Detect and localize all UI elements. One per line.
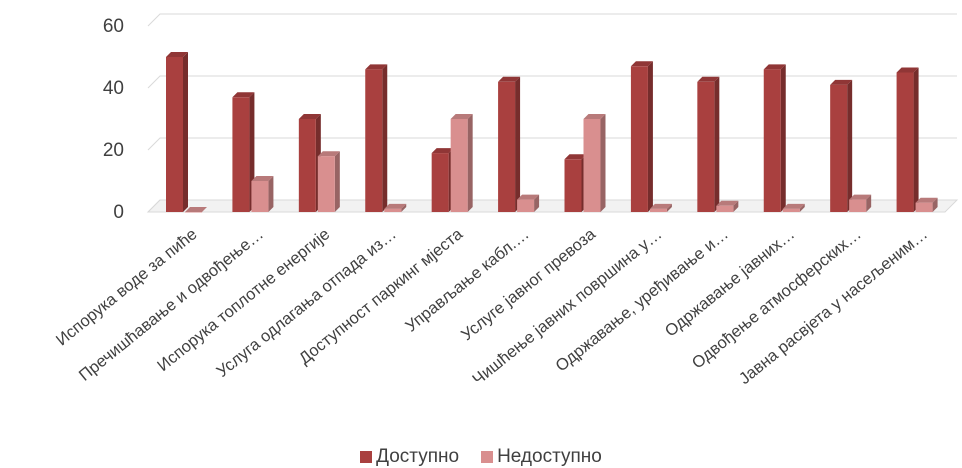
bar-top bbox=[185, 207, 207, 212]
bar-unavailable bbox=[317, 156, 335, 212]
bar-side bbox=[515, 76, 521, 212]
y-tick-label: 40 bbox=[103, 78, 124, 99]
bar-side bbox=[714, 76, 720, 212]
legend-item-available: Доступно bbox=[360, 446, 459, 468]
bar-available bbox=[630, 66, 648, 212]
bar-top bbox=[697, 76, 720, 82]
bar-side bbox=[401, 203, 407, 212]
bar-side bbox=[268, 176, 274, 212]
bar-side bbox=[932, 197, 938, 212]
bar-unavailable bbox=[251, 181, 269, 212]
legend-item-unavailable: Недоступно bbox=[481, 446, 602, 468]
bar-side bbox=[647, 61, 653, 212]
bar-side bbox=[467, 114, 473, 212]
bar-top bbox=[251, 176, 274, 181]
bar-top bbox=[782, 203, 805, 209]
gridline bbox=[147, 75, 957, 89]
bar-top bbox=[763, 64, 786, 70]
bar-available bbox=[498, 81, 516, 212]
x-tick-label: Управљање кабл.… bbox=[402, 225, 532, 335]
bar-side bbox=[799, 203, 805, 212]
bar-available bbox=[298, 119, 316, 212]
bar-unavailable bbox=[517, 199, 535, 212]
bar-top bbox=[896, 67, 919, 73]
bar-top bbox=[830, 79, 853, 85]
bar-side bbox=[600, 114, 606, 212]
bar-available bbox=[564, 159, 582, 212]
bar-top bbox=[849, 194, 872, 200]
bar-available bbox=[763, 69, 781, 213]
legend-swatch-available bbox=[360, 451, 373, 463]
bar-top bbox=[583, 114, 606, 119]
legend-label-unavailable: Недоступно bbox=[497, 446, 602, 467]
bar-top bbox=[365, 64, 388, 70]
bar-top bbox=[517, 194, 540, 200]
bar-unavailable bbox=[649, 208, 667, 212]
legend: Доступно Недоступно bbox=[0, 446, 962, 468]
gridline bbox=[147, 199, 957, 213]
bar-top bbox=[431, 148, 454, 154]
bar-unavailable bbox=[384, 208, 402, 212]
bar-top bbox=[630, 61, 653, 67]
bar-available bbox=[697, 81, 715, 212]
bar-side bbox=[847, 79, 853, 213]
y-tick-label: 60 bbox=[103, 16, 124, 37]
bar-unavailable bbox=[450, 119, 468, 212]
bar-side bbox=[534, 194, 540, 212]
bar-top bbox=[450, 114, 473, 119]
bar-unavailable bbox=[583, 119, 601, 212]
bar-side bbox=[334, 151, 340, 212]
bar-available bbox=[232, 97, 250, 212]
x-tick-label: Одржавање јавних… bbox=[662, 225, 799, 340]
y-tick-label: 0 bbox=[113, 202, 124, 223]
bar-side bbox=[866, 194, 872, 212]
gridline bbox=[147, 13, 957, 27]
legend-label-available: Доступно bbox=[376, 446, 460, 467]
bar-top bbox=[649, 203, 672, 209]
bar-top bbox=[915, 197, 938, 203]
legend-swatch-unavailable bbox=[481, 451, 494, 463]
bar-top bbox=[298, 114, 321, 119]
bar-unavailable bbox=[915, 202, 933, 212]
bar-side bbox=[382, 64, 388, 213]
bar-available bbox=[365, 69, 383, 213]
bar-available bbox=[431, 153, 449, 212]
bar-side bbox=[666, 203, 672, 212]
bar-unavailable bbox=[185, 212, 202, 213]
bar-available bbox=[830, 84, 848, 212]
bar-unavailable bbox=[782, 208, 800, 212]
bar-side bbox=[913, 67, 919, 212]
y-tick-label: 20 bbox=[103, 140, 124, 161]
bar-top bbox=[564, 154, 587, 160]
bar-available bbox=[166, 57, 183, 212]
bar-available bbox=[896, 72, 914, 212]
bar-top bbox=[716, 200, 739, 206]
bar-unavailable bbox=[716, 205, 734, 212]
bar-top bbox=[317, 151, 340, 157]
bar-top bbox=[498, 76, 521, 82]
bar-side bbox=[733, 200, 739, 212]
bar-top bbox=[384, 203, 407, 209]
bar-side bbox=[780, 64, 786, 213]
bar-unavailable bbox=[849, 199, 867, 212]
gridline bbox=[147, 137, 957, 151]
bar-top bbox=[166, 52, 188, 57]
bar-top bbox=[232, 92, 255, 98]
bar-side bbox=[183, 52, 188, 212]
